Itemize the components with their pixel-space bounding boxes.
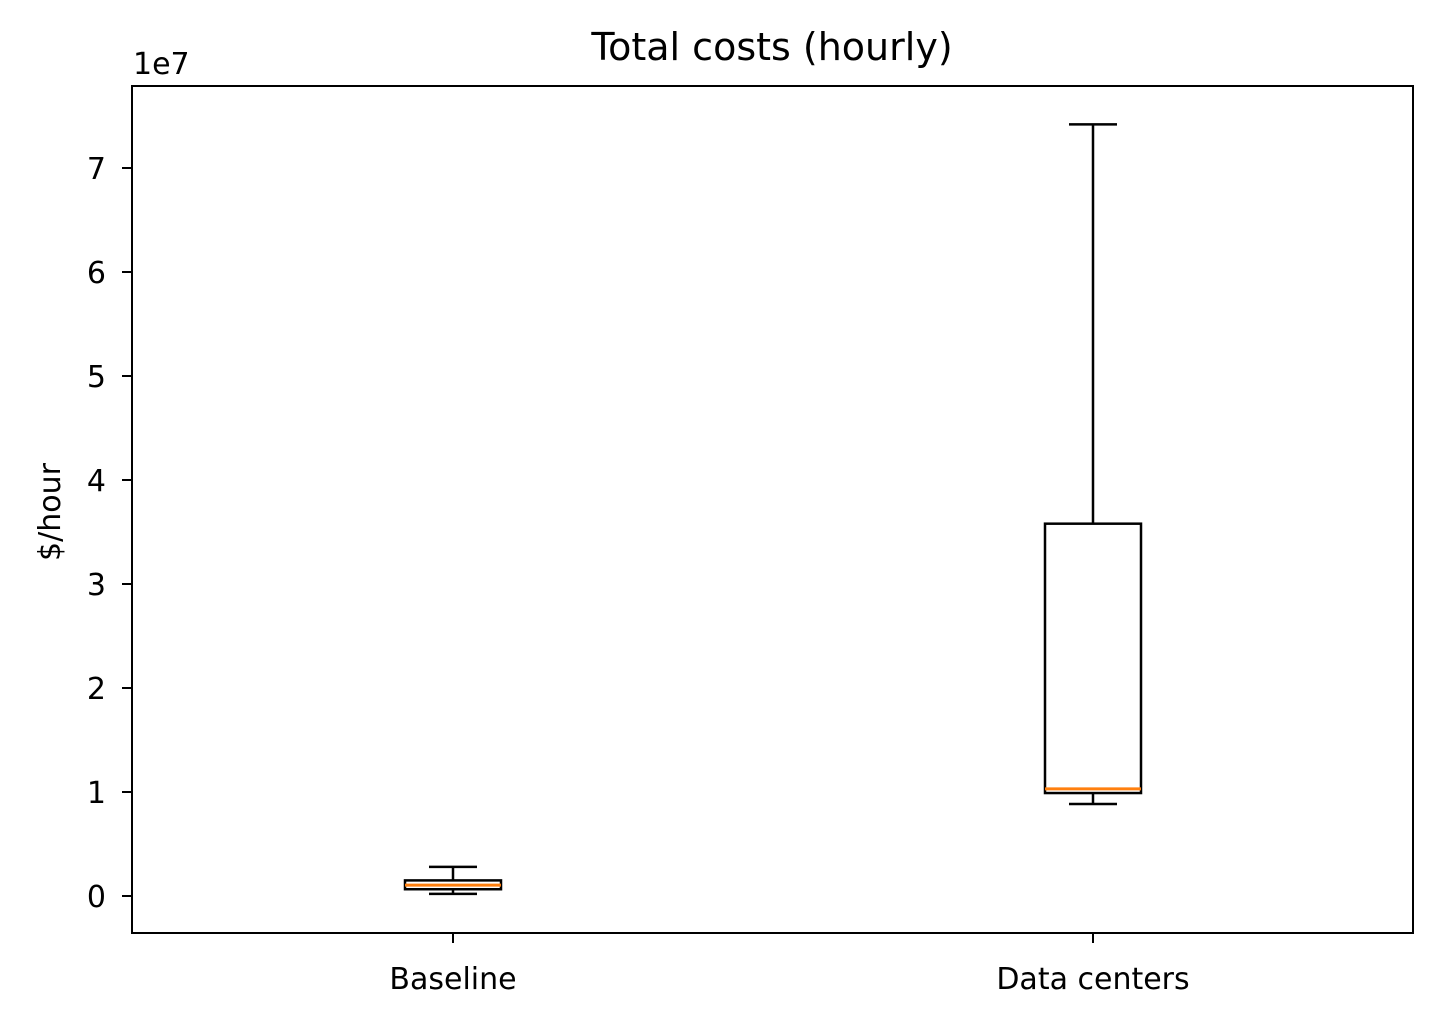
box-plots [403,123,1143,896]
y-tick-label: 6 [87,256,106,291]
y-axis-ticks: 0 1 2 3 4 5 6 7 [87,152,132,915]
y-offset-label: 1e7 [133,47,190,82]
y-tick-label: 5 [87,360,106,395]
y-tick-label: 4 [87,464,106,499]
plot-area [131,85,1414,934]
x-axis-ticks: Baseline Data centers [389,933,1190,997]
x-tick-label: Data centers [996,962,1189,997]
y-tick-label: 2 [87,672,106,707]
chart-title: Total costs (hourly) [590,25,952,69]
y-tick-label: 3 [87,568,106,603]
box-data-centers [1043,123,1143,806]
y-tick-label: 7 [87,152,106,187]
y-tick-label: 0 [87,880,106,915]
y-tick-label: 1 [87,776,106,811]
y-axis-label: $/hour [33,462,68,561]
x-tick-label: Baseline [389,962,516,997]
box-baseline [403,865,503,896]
